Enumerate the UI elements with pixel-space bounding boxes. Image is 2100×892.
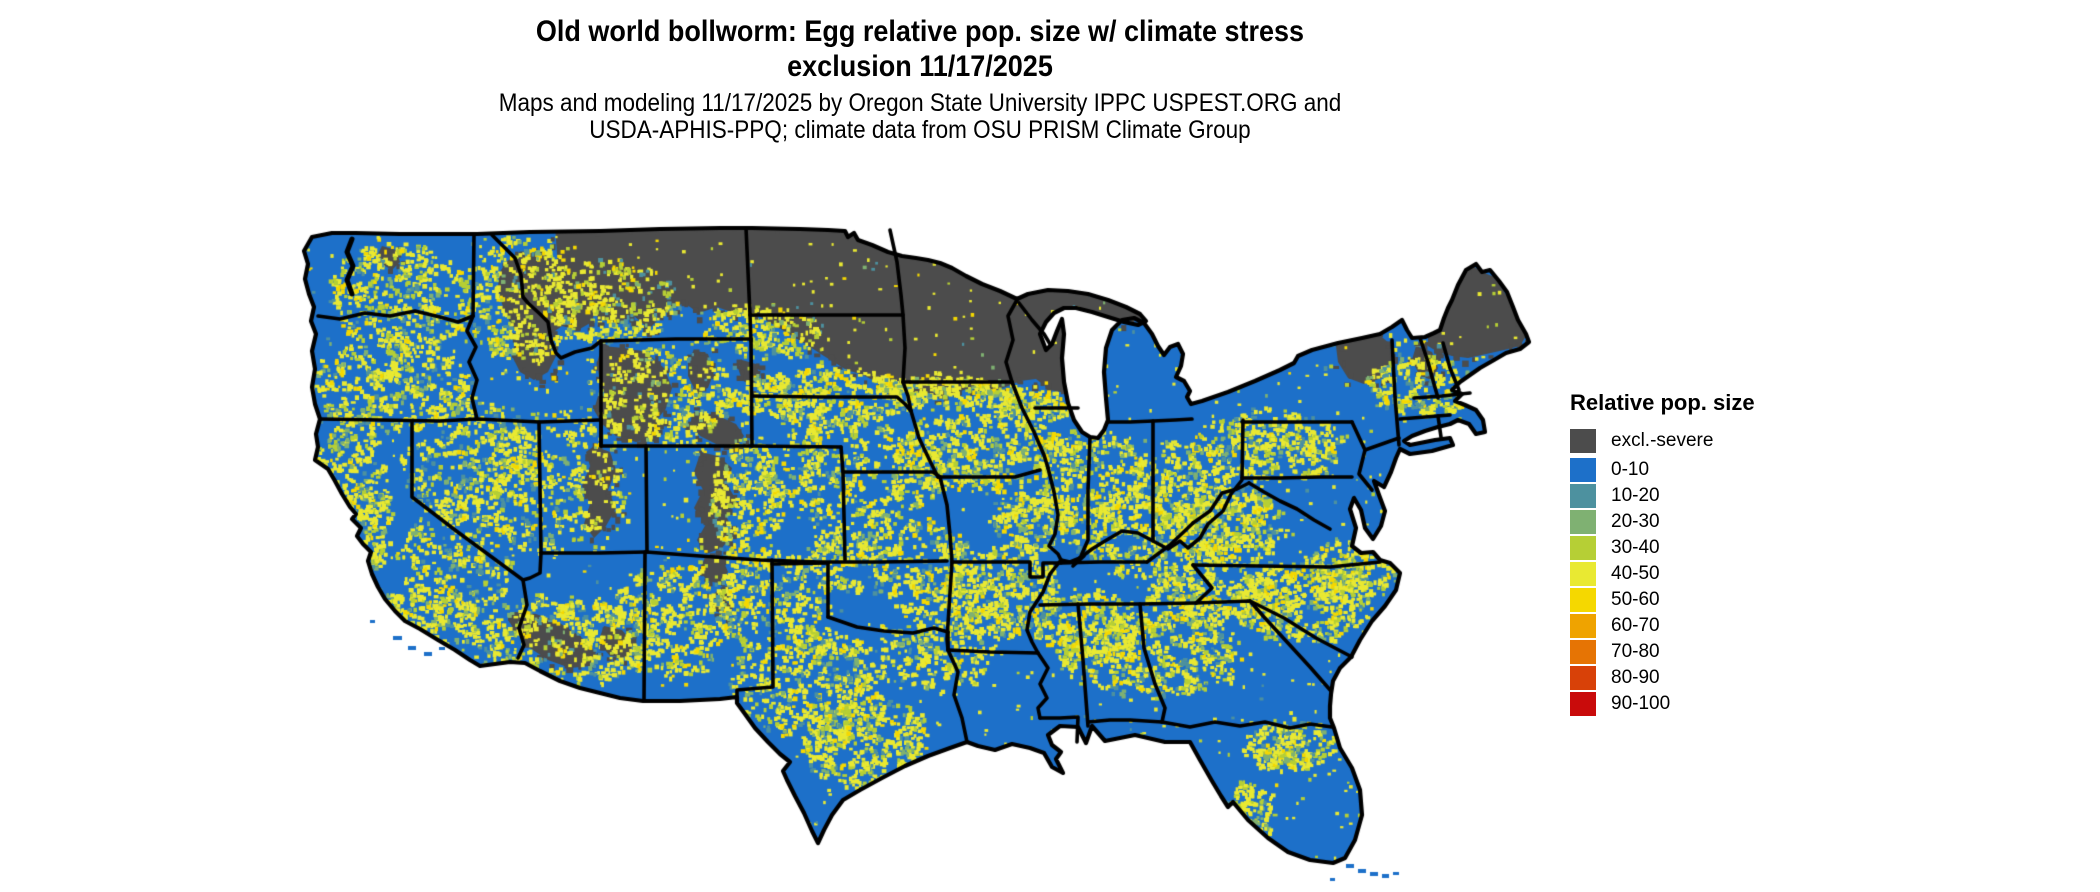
legend-swatch <box>1570 640 1596 664</box>
legend-item-label: 80-90 <box>1611 667 1660 688</box>
page-title: Old world bollworm: Egg relative pop. si… <box>0 14 1840 84</box>
legend-item: 20-30 <box>1570 510 1755 534</box>
legend-swatch <box>1570 429 1596 453</box>
legend-item-label: 30-40 <box>1611 537 1660 558</box>
legend-item: 80-90 <box>1570 666 1755 690</box>
legend-swatch <box>1570 510 1596 534</box>
legend-item: 10-20 <box>1570 484 1755 508</box>
legend-item-label: 40-50 <box>1611 563 1660 584</box>
legend-item: 60-70 <box>1570 614 1755 638</box>
legend-item: 90-100 <box>1570 692 1755 716</box>
legend-item: 50-60 <box>1570 588 1755 612</box>
legend-item-label: excl.-severe <box>1611 430 1714 451</box>
map-legend: Relative pop. size excl.-severe 0-10 10-20… <box>1570 390 1755 718</box>
legend-item-label: 0-10 <box>1611 459 1650 480</box>
legend-item-label: 60-70 <box>1611 615 1660 636</box>
legend-title: Relative pop. size <box>1570 390 1755 415</box>
legend-item: 0-10 <box>1570 458 1755 482</box>
legend-rows: excl.-severe 0-10 10-20 20-30 30-40 40-50 50-6… <box>1570 429 1755 716</box>
legend-item: 40-50 <box>1570 562 1755 586</box>
page-subtitle: Maps and modeling 11/17/2025 by Oregon S… <box>0 90 1840 144</box>
legend-item-label: 70-80 <box>1611 641 1660 662</box>
legend-swatch <box>1570 562 1596 586</box>
legend-item-label: 10-20 <box>1611 485 1660 506</box>
legend-swatch <box>1570 484 1596 508</box>
legend-item-label: 20-30 <box>1611 511 1660 532</box>
legend-swatch <box>1570 666 1596 690</box>
legend-swatch <box>1570 614 1596 638</box>
legend-swatch <box>1570 692 1596 716</box>
legend-item-label: 50-60 <box>1611 589 1660 610</box>
legend-swatch <box>1570 588 1596 612</box>
legend-item: excl.-severe <box>1570 429 1755 453</box>
title-line-1: Old world bollworm: Egg relative pop. si… <box>535 15 1305 48</box>
subtitle-line-1: Maps and modeling 11/17/2025 by Oregon S… <box>498 89 1342 117</box>
legend-item: 30-40 <box>1570 536 1755 560</box>
legend-swatch <box>1570 458 1596 482</box>
legend-item-label: 90-100 <box>1611 693 1671 714</box>
legend-swatch <box>1570 536 1596 560</box>
legend-item: 70-80 <box>1570 640 1755 664</box>
subtitle-line-2: USDA-APHIS-PPQ; climate data from OSU PR… <box>589 116 1251 144</box>
title-line-2: exclusion 11/17/2025 <box>787 50 1053 83</box>
